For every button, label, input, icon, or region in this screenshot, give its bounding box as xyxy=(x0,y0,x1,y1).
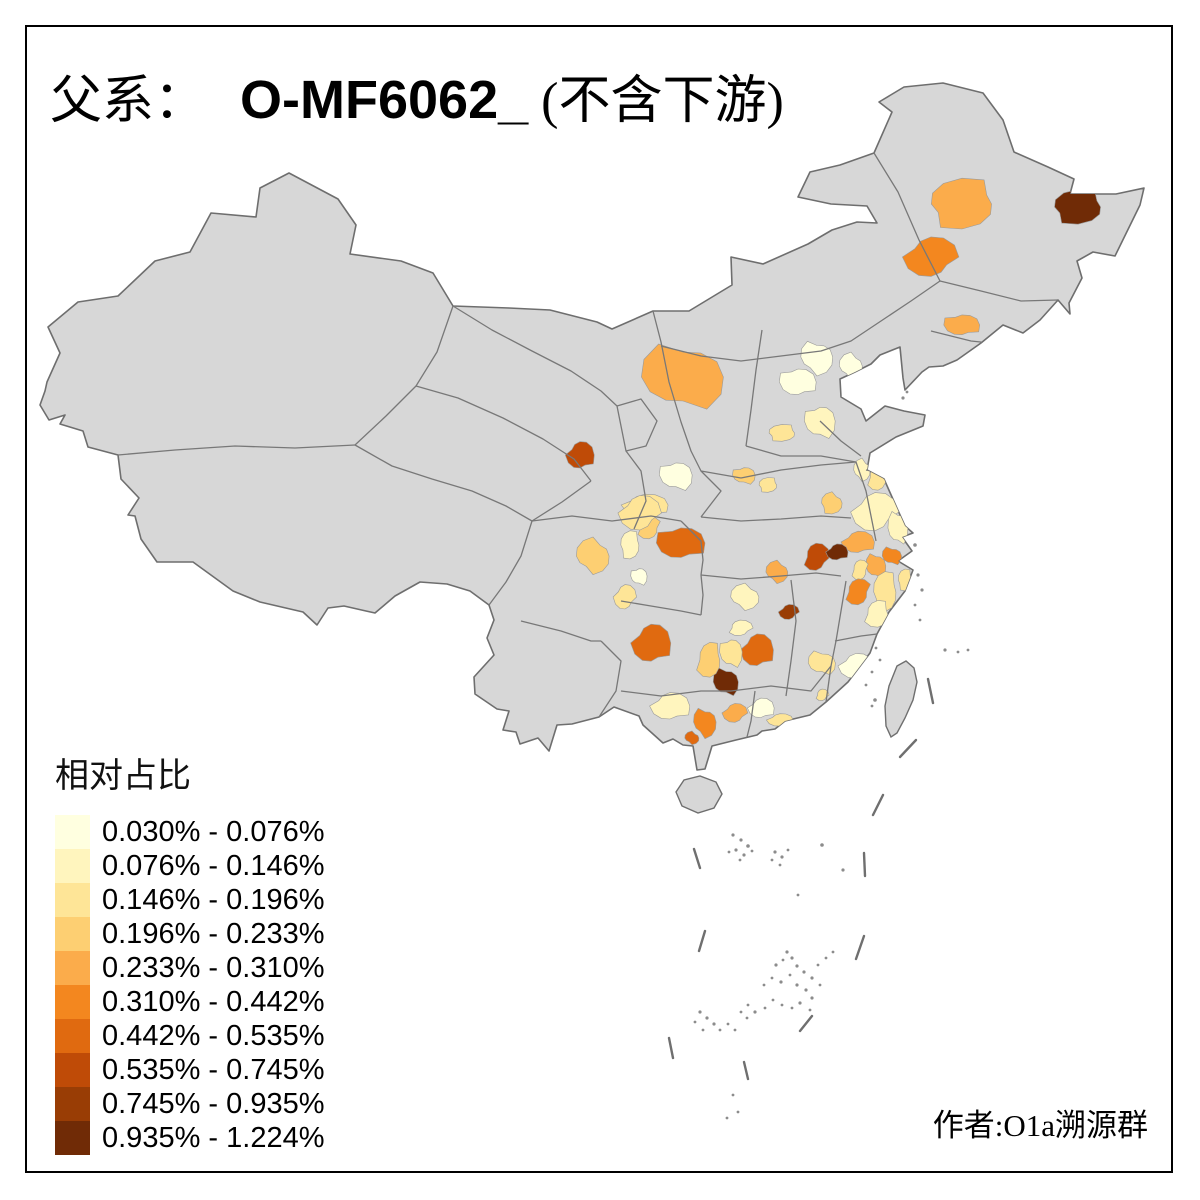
legend-label: 0.196% - 0.233% xyxy=(102,918,325,950)
map-region xyxy=(930,177,992,230)
legend-swatch xyxy=(55,883,90,917)
legend-swatch xyxy=(55,1019,90,1053)
province-borders xyxy=(117,152,1059,742)
map-region xyxy=(575,536,610,575)
map-region xyxy=(564,441,595,469)
map-region xyxy=(881,546,902,566)
legend-rows: 0.030% - 0.076% 0.076% - 0.146% 0.146% - 0… xyxy=(55,815,324,1155)
map-region xyxy=(1054,189,1101,225)
legend-row: 0.310% - 0.442% xyxy=(55,985,324,1019)
map-region xyxy=(630,568,648,586)
legend: 相对占比 0.030% - 0.076% 0.076% - 0.146% 0.146… xyxy=(55,748,324,1155)
legend-row: 0.196% - 0.233% xyxy=(55,917,324,951)
legend-row: 0.076% - 0.146% xyxy=(55,849,324,883)
taiwan-island xyxy=(884,660,918,739)
legend-swatch xyxy=(55,951,90,985)
map-region xyxy=(853,457,871,482)
legend-row: 0.233% - 0.310% xyxy=(55,951,324,985)
legend-title: 相对占比 xyxy=(55,758,191,795)
legend-row: 0.146% - 0.196% xyxy=(55,883,324,917)
map-region xyxy=(768,424,795,442)
map-region xyxy=(732,467,756,485)
legend-row: 0.745% - 0.935% xyxy=(55,1087,324,1121)
map-region xyxy=(693,707,717,740)
map-region xyxy=(630,623,672,662)
small-islands xyxy=(693,390,970,1120)
map-region xyxy=(712,667,739,697)
map-region xyxy=(730,582,760,611)
map-region xyxy=(719,639,743,668)
map-region xyxy=(778,368,817,395)
hainan-island xyxy=(675,775,723,814)
legend-label: 0.310% - 0.442% xyxy=(102,986,325,1018)
map-title: 父系： O-MF6062_ (不含下游) xyxy=(50,58,784,133)
map-region xyxy=(765,559,789,584)
map-region xyxy=(821,491,843,515)
map-region xyxy=(840,530,875,553)
map-region xyxy=(747,697,775,718)
map-region xyxy=(943,314,981,336)
map-region xyxy=(851,559,869,581)
legend-label: 0.442% - 0.535% xyxy=(102,1020,325,1052)
map-region xyxy=(758,477,777,493)
map-region xyxy=(655,527,706,558)
legend-swatch xyxy=(55,1121,90,1155)
title-prefix: 父系： xyxy=(50,73,207,130)
attribution: 作者:O1a溯源群 xyxy=(932,1108,1148,1143)
map-region xyxy=(850,492,900,532)
map-region xyxy=(902,236,960,277)
legend-row: 0.442% - 0.535% xyxy=(55,1019,324,1053)
map-region xyxy=(825,543,849,561)
legend-label: 0.535% - 0.745% xyxy=(102,1054,325,1086)
map-region xyxy=(684,730,700,746)
map-region xyxy=(641,343,724,410)
map-region xyxy=(815,688,830,702)
legend-label: 0.935% - 1.224% xyxy=(102,1122,325,1154)
legend-swatch xyxy=(55,1087,90,1121)
legend-label: 0.745% - 0.935% xyxy=(102,1088,325,1120)
china-mainland-outline xyxy=(39,82,1145,771)
legend-swatch xyxy=(55,917,90,951)
map-region xyxy=(617,495,662,531)
legend-label: 0.030% - 0.076% xyxy=(102,816,325,848)
map-region xyxy=(803,406,836,439)
legend-row: 0.030% - 0.076% xyxy=(55,815,324,849)
title-haplogroup-code: O-MF6062_ xyxy=(240,70,529,130)
legend-row: 0.535% - 0.745% xyxy=(55,1053,324,1087)
legend-label: 0.076% - 0.146% xyxy=(102,850,325,882)
legend-swatch xyxy=(55,849,90,883)
nine-dash-line xyxy=(667,677,935,1081)
legend-swatch xyxy=(55,985,90,1019)
map-region xyxy=(620,530,640,560)
legend-swatch xyxy=(55,815,90,849)
map-region xyxy=(721,703,749,723)
title-suffix: (不含下游) xyxy=(528,73,784,130)
map-region xyxy=(696,641,721,678)
map-region xyxy=(658,462,693,491)
legend-row: 0.935% - 1.224% xyxy=(55,1121,324,1155)
map-region xyxy=(845,578,871,606)
map-region xyxy=(728,619,754,636)
legend-label: 0.233% - 0.310% xyxy=(102,952,325,984)
legend-swatch xyxy=(55,1053,90,1087)
map-region xyxy=(803,542,831,571)
legend-label: 0.146% - 0.196% xyxy=(102,884,325,916)
